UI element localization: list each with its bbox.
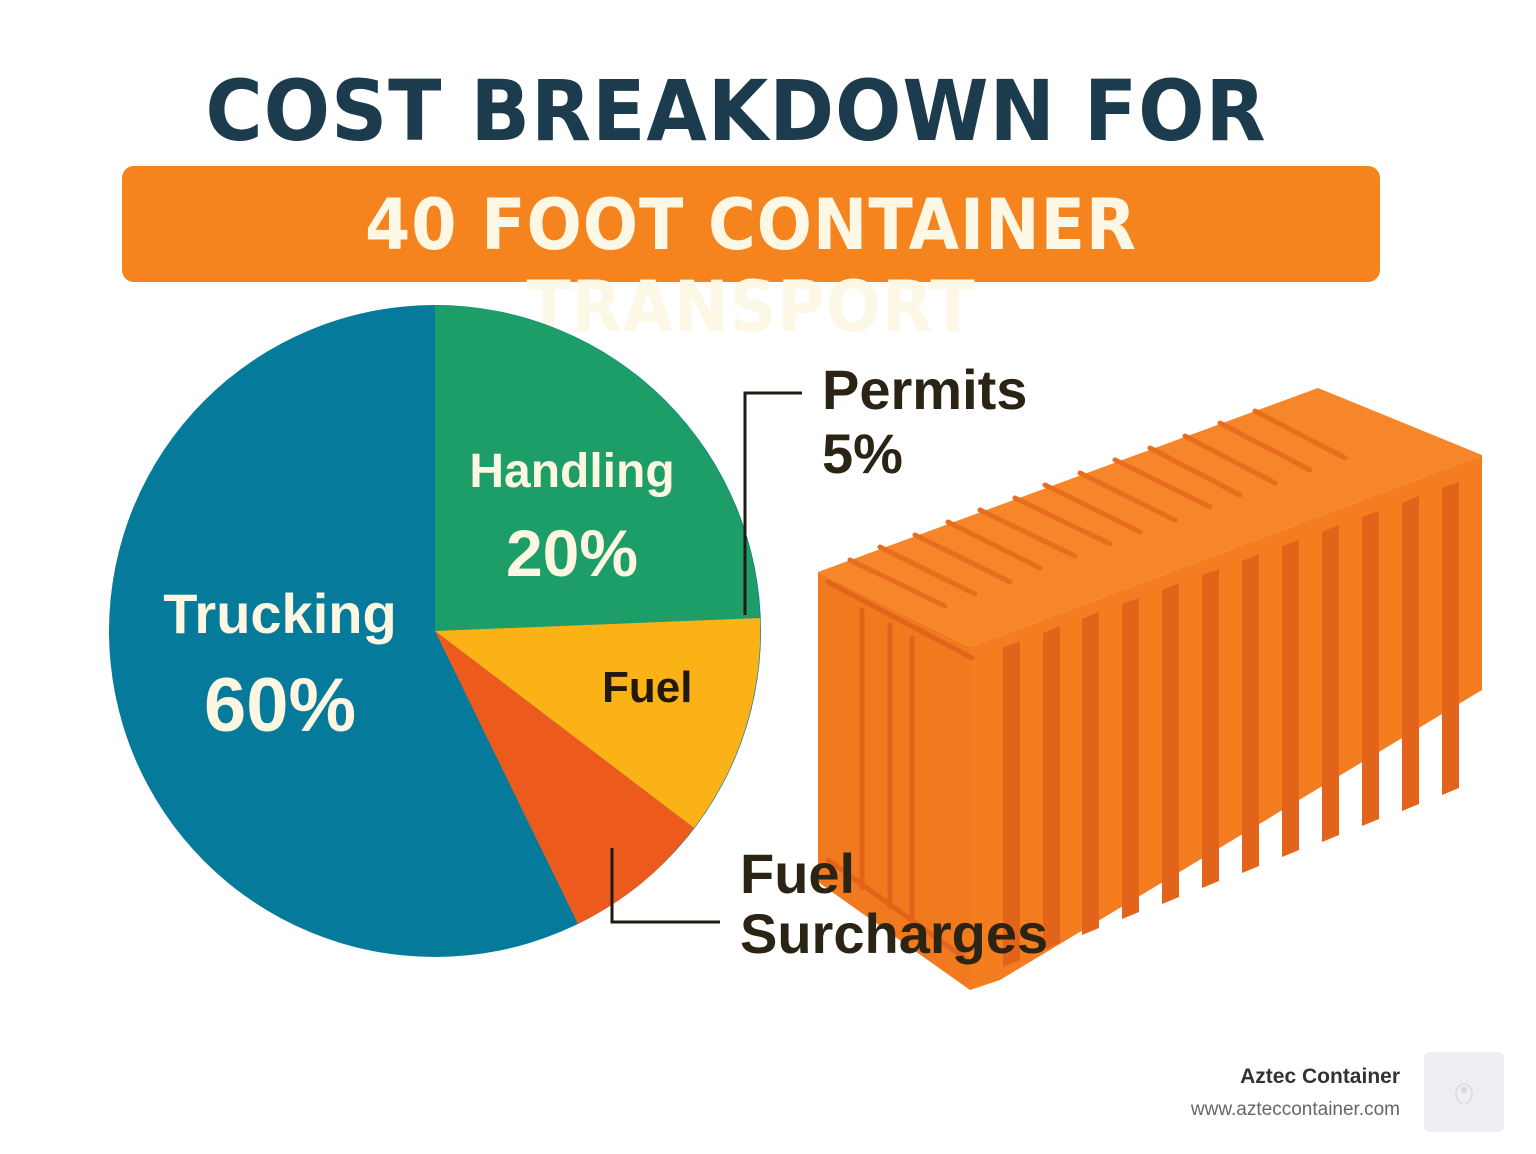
page-title-line2: 40 FOOT CONTAINER TRANSPORT <box>365 184 1137 348</box>
branding: Aztec Container www.azteccontainer.com <box>1191 1065 1400 1121</box>
slice-fuel-surcharges <box>435 631 694 924</box>
page-title-line1: COST BREAKDOWN FOR <box>205 62 1267 160</box>
slice-fuel <box>435 618 761 828</box>
title-banner: 40 FOOT CONTAINER TRANSPORT <box>122 166 1380 348</box>
label-trucking-name: Trucking <box>163 582 397 645</box>
brand-url: www.azteccontainer.com <box>1190 1099 1400 1120</box>
label-handling-value: 20% <box>505 516 639 590</box>
slice-handling <box>435 305 760 631</box>
surcharges-callout-line <box>610 848 720 924</box>
brand-name: Aztec Container <box>1240 1065 1400 1088</box>
label-fuel: Fuel <box>602 663 693 712</box>
permits-callout-line <box>743 391 802 615</box>
shipping-container-icon <box>818 388 1482 990</box>
bear-logo-icon <box>1424 1052 1504 1132</box>
label-handling-name: Handling <box>469 445 675 498</box>
label-surcharges-line2: Surcharges <box>740 902 1049 965</box>
label-permits-value: 5% <box>822 422 903 485</box>
label-permits-name: Permits <box>822 358 1028 421</box>
label-surcharges-line1: Fuel <box>740 842 856 905</box>
label-trucking-value: 60% <box>203 663 357 748</box>
